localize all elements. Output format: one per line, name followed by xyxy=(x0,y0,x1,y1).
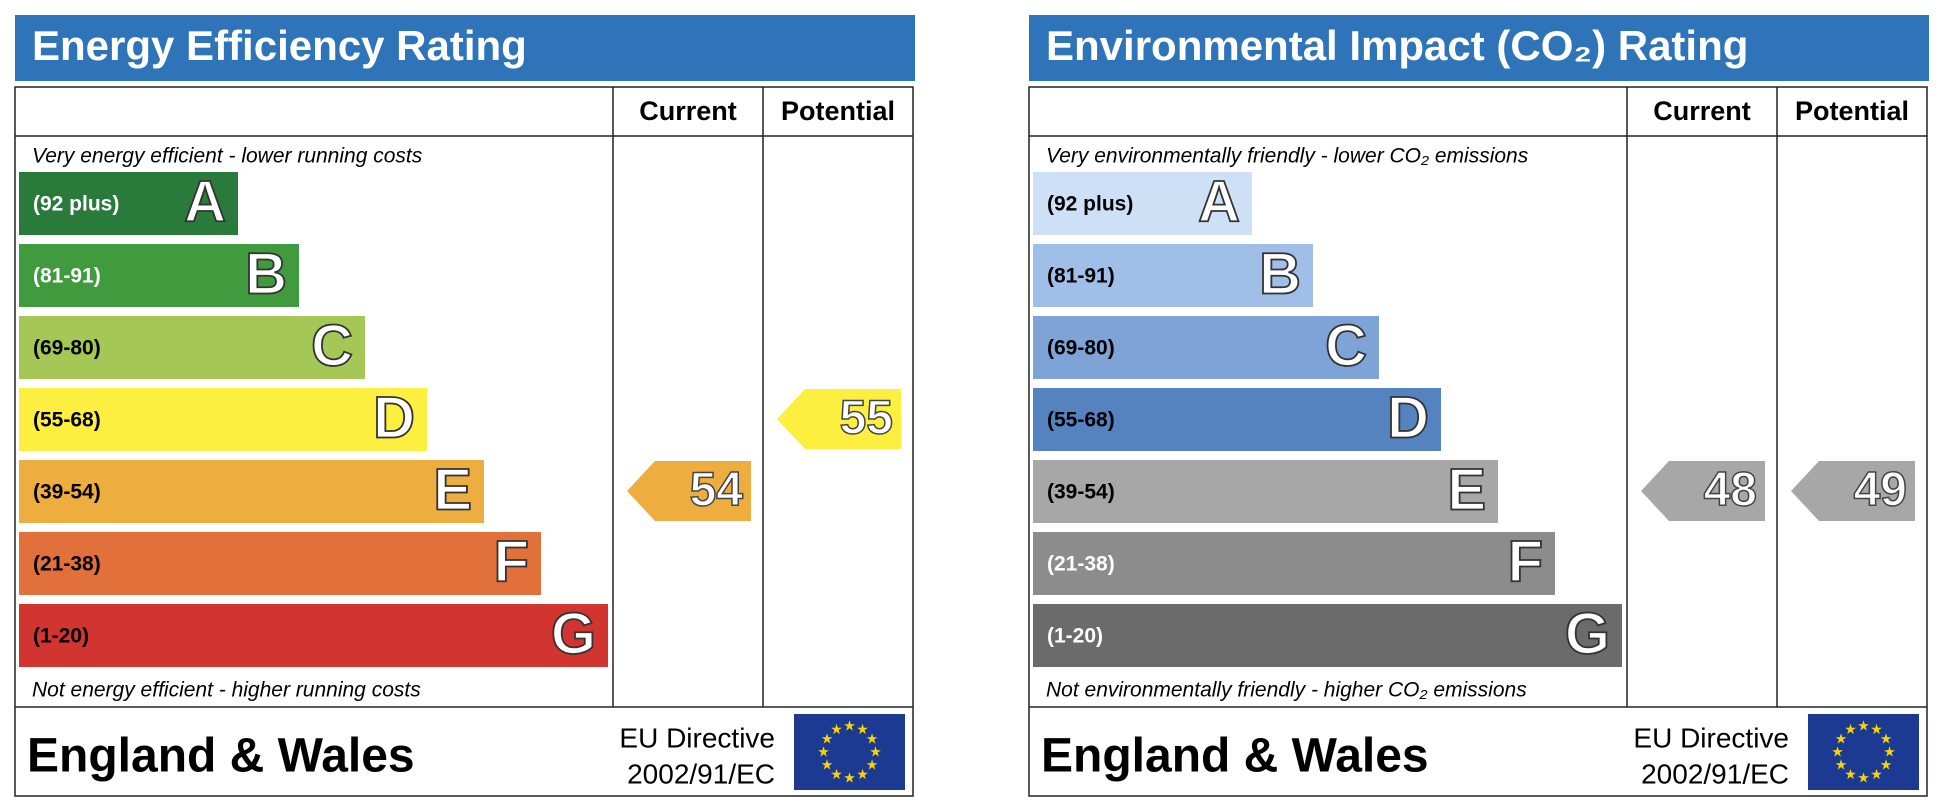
footer-region: England & Wales xyxy=(27,730,415,783)
band-letter: E xyxy=(1447,457,1486,522)
band-range: (21-38) xyxy=(33,553,101,576)
eu-star: ★ xyxy=(1870,721,1883,737)
band-letter: C xyxy=(1325,313,1367,378)
epc-panel: Energy Efficiency Rating Current Potential… xyxy=(14,15,915,797)
eu-star: ★ xyxy=(1883,744,1896,760)
band-bar xyxy=(19,532,541,595)
eu-star: ★ xyxy=(1844,766,1857,782)
band-letter: G xyxy=(551,601,596,666)
eu-star: ★ xyxy=(1831,744,1844,760)
title-bar xyxy=(15,15,915,81)
eu-star: ★ xyxy=(817,744,830,760)
band-range: (1-20) xyxy=(33,625,89,648)
eu-star: ★ xyxy=(1870,766,1883,782)
eu-star: ★ xyxy=(1880,731,1893,747)
band-bar xyxy=(1033,244,1313,307)
band-letter: E xyxy=(433,457,472,522)
footer-directive: 2002/91/EC xyxy=(627,758,775,789)
band-bar xyxy=(1033,460,1498,523)
column-header: Potential xyxy=(1795,96,1909,126)
eu-star: ★ xyxy=(1835,731,1848,747)
rating-value: 54 xyxy=(690,464,744,517)
footer-directive: EU Directive xyxy=(619,722,775,753)
band-bar xyxy=(19,460,484,523)
band-range: (81-91) xyxy=(33,265,101,288)
top-note: Very energy efficient - lower running co… xyxy=(32,145,423,168)
eu-flag xyxy=(794,714,905,790)
eu-star: ★ xyxy=(843,770,856,786)
band-letter: A xyxy=(184,169,226,234)
eu-star: ★ xyxy=(856,721,869,737)
eu-star: ★ xyxy=(830,766,843,782)
top-note: Very environmentally friendly - lower CO… xyxy=(1046,145,1529,168)
eu-star: ★ xyxy=(821,757,834,773)
band-range: (69-80) xyxy=(33,337,101,360)
band-bar xyxy=(1033,316,1379,379)
band-range: (39-54) xyxy=(33,481,101,504)
eu-star: ★ xyxy=(866,757,879,773)
band-bar xyxy=(1033,172,1252,235)
band-range: (55-68) xyxy=(1047,409,1115,432)
column-header: Current xyxy=(639,96,737,126)
band-letter: F xyxy=(1508,529,1543,594)
band-letter: F xyxy=(494,529,529,594)
epc-panel: Environmental Impact (CO₂) Rating Current… xyxy=(1028,15,1929,797)
eu-star: ★ xyxy=(1835,757,1848,773)
panel-title: Environmental Impact (CO₂) Rating xyxy=(1046,22,1748,69)
eu-star: ★ xyxy=(821,731,834,747)
footer-directive: 2002/91/EC xyxy=(1641,758,1789,789)
band-bar xyxy=(1033,604,1622,667)
band-range: (21-38) xyxy=(1047,553,1115,576)
band-letter: C xyxy=(311,313,353,378)
rating-value: 48 xyxy=(1704,464,1757,517)
rating-arrow xyxy=(627,461,751,521)
band-range: (92 plus) xyxy=(33,193,119,216)
eu-star: ★ xyxy=(1880,757,1893,773)
eu-star: ★ xyxy=(1857,718,1870,734)
eu-star: ★ xyxy=(830,721,843,737)
footer-directive: EU Directive xyxy=(1633,722,1789,753)
band-letter: G xyxy=(1565,601,1610,666)
column-header: Potential xyxy=(781,96,895,126)
eu-star: ★ xyxy=(1844,721,1857,737)
band-range: (39-54) xyxy=(1047,481,1115,504)
band-bar xyxy=(19,244,299,307)
rating-arrow xyxy=(1791,461,1915,521)
eu-star: ★ xyxy=(869,744,882,760)
eu-star: ★ xyxy=(843,718,856,734)
band-bar xyxy=(19,388,427,451)
band-range: (1-20) xyxy=(1047,625,1103,648)
bottom-note: Not environmentally friendly - higher CO… xyxy=(1046,679,1527,702)
band-range: (81-91) xyxy=(1047,265,1115,288)
footer-region: England & Wales xyxy=(1041,730,1429,783)
band-bar xyxy=(19,172,238,235)
eu-flag xyxy=(1808,714,1919,790)
band-range: (92 plus) xyxy=(1047,193,1133,216)
band-bar xyxy=(19,316,365,379)
frame xyxy=(14,86,914,797)
title-bar xyxy=(1029,15,1929,81)
eu-star: ★ xyxy=(1857,770,1870,786)
panel-title: Energy Efficiency Rating xyxy=(32,22,527,69)
band-letter: D xyxy=(373,385,415,450)
eu-star: ★ xyxy=(866,731,879,747)
rating-value: 49 xyxy=(1854,464,1907,517)
bottom-note: Not energy efficient - higher running co… xyxy=(32,679,421,702)
rating-arrow xyxy=(777,389,901,449)
band-letter: D xyxy=(1387,385,1429,450)
band-letter: A xyxy=(1198,169,1240,234)
band-range: (55-68) xyxy=(33,409,101,432)
band-letter: B xyxy=(245,241,287,306)
band-bar xyxy=(19,604,608,667)
rating-value: 55 xyxy=(840,392,893,445)
band-letter: B xyxy=(1259,241,1301,306)
band-bar xyxy=(1033,532,1555,595)
frame xyxy=(1028,86,1928,797)
eu-star: ★ xyxy=(856,766,869,782)
band-range: (69-80) xyxy=(1047,337,1115,360)
column-header: Current xyxy=(1653,96,1751,126)
rating-arrow xyxy=(1641,461,1765,521)
band-bar xyxy=(1033,388,1441,451)
